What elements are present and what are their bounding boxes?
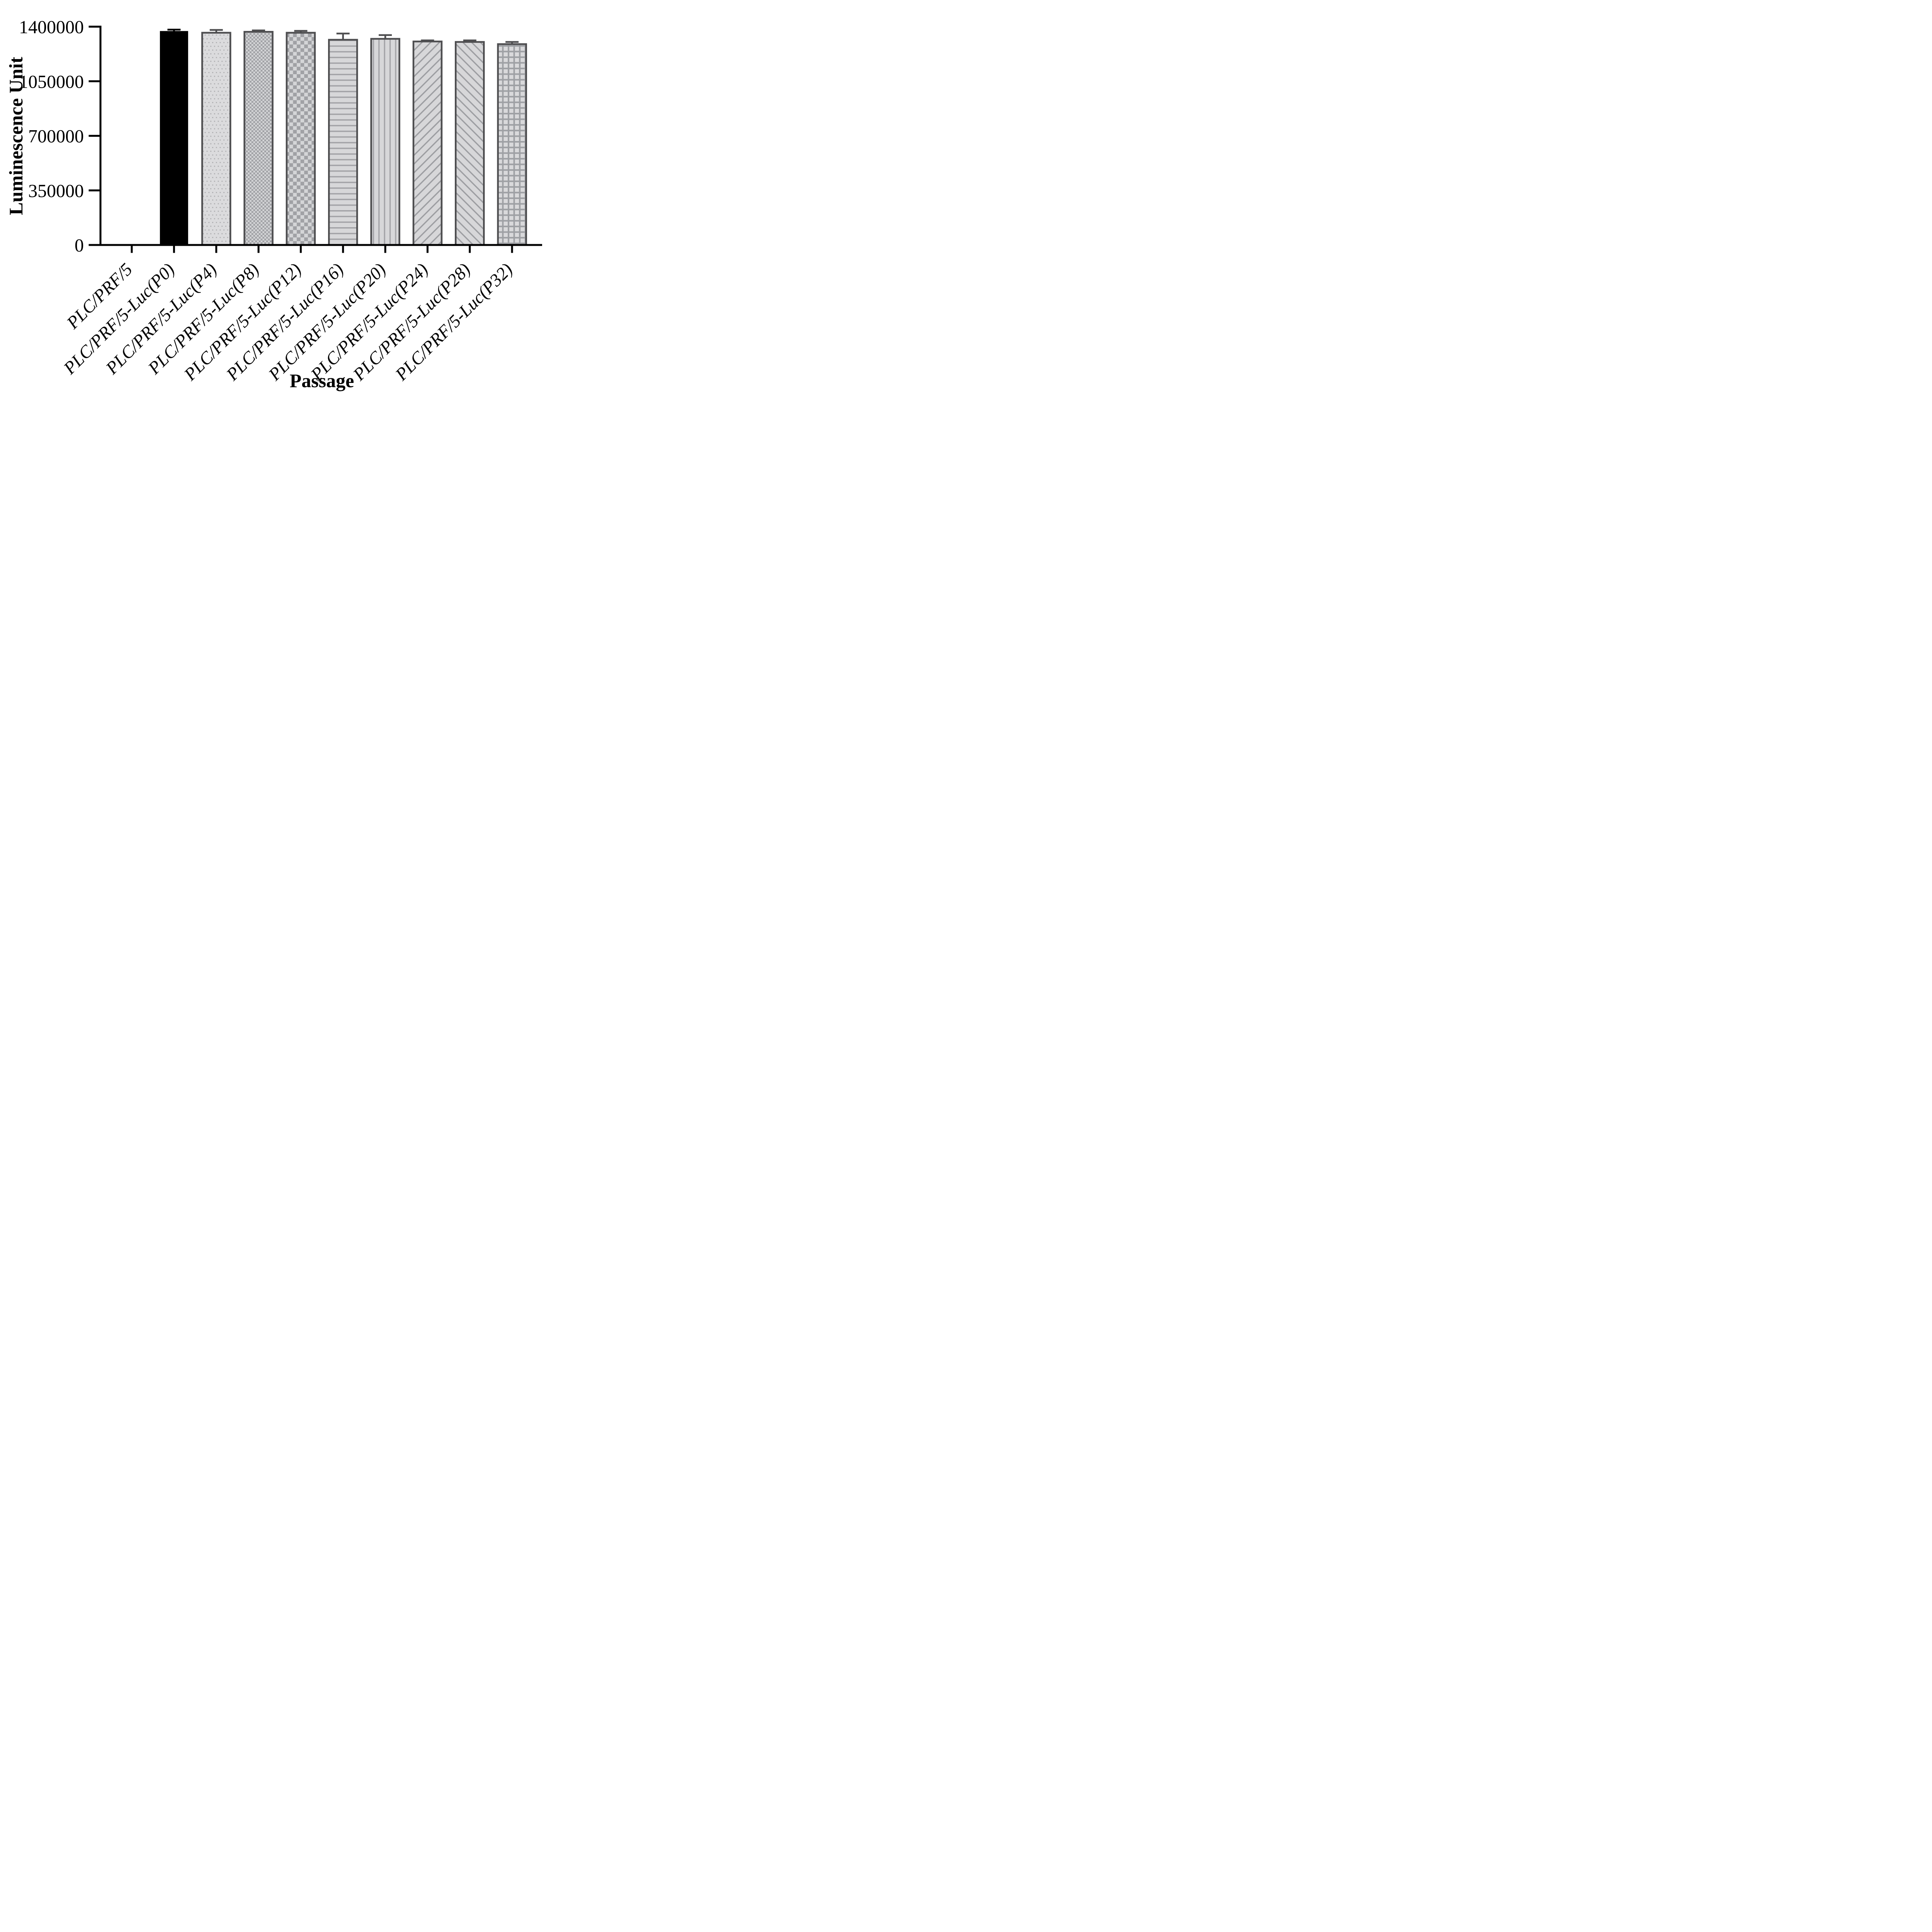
y-axis-line: [99, 26, 102, 246]
x-axis-line: [100, 244, 542, 246]
y-tick: [88, 80, 100, 82]
y-axis-ticks: [88, 26, 100, 246]
bar-PLC/PRF/5-Luc(P8): [243, 31, 274, 246]
x-tick: [131, 246, 133, 253]
bars-group: [160, 31, 527, 246]
x-tick: [173, 246, 175, 253]
bar-PLC/PRF/5-Luc(P0): [160, 31, 188, 245]
x-axis-title: Passage: [290, 370, 354, 391]
error-bar-caps: [167, 29, 519, 43]
x-tick: [257, 246, 260, 253]
y-tick-labels: 0 350000 700000 1050000 1400000: [19, 17, 84, 256]
error-bar-cap: [336, 32, 350, 35]
error-bar-cap: [505, 41, 519, 43]
x-tick: [215, 246, 218, 253]
y-tick: [88, 135, 100, 137]
bar-PLC/PRF/5-Luc(P32): [497, 43, 527, 246]
error-bar-cap: [209, 29, 223, 31]
x-tick: [342, 246, 344, 253]
y-tick: [88, 26, 100, 28]
y-tick-label: 700000: [28, 126, 84, 147]
bar-PLC/PRF/5-Luc(P12): [286, 32, 316, 246]
error-bar-cap: [294, 30, 308, 32]
bar-PLC/PRF/5-Luc(P16): [328, 39, 358, 246]
y-tick-label: 1400000: [19, 17, 84, 37]
x-tick: [299, 246, 302, 253]
x-tick: [426, 246, 429, 253]
y-tick-label: 350000: [28, 181, 84, 201]
bar-PLC/PRF/5-Luc(P20): [370, 38, 400, 246]
y-tick-label: 0: [75, 235, 84, 256]
error-bar-cap: [421, 39, 434, 41]
y-axis-title: Luminescence Unit: [5, 57, 27, 215]
error-bar-cap: [167, 29, 181, 31]
bar-chart: 0 350000 700000 1050000 1400000 PLC/PRF/5PLC…: [5, 17, 542, 391]
error-bar-line: [342, 33, 344, 44]
bar-PLC/PRF/5-Luc(P24): [412, 41, 443, 246]
x-axis-ticks: [131, 246, 513, 253]
x-tick: [511, 246, 513, 253]
figure-canvas: 0 350000 700000 1050000 1400000 PLC/PRF/5 PLC…: [0, 0, 575, 403]
bar-PLC/PRF/5-Luc(P28): [455, 41, 485, 246]
error-bar-cap: [252, 29, 265, 31]
y-tick: [88, 244, 100, 246]
x-category-labels: PLC/PRF/5PLC/PRF/5-Luc(P0)PLC/PRF/5-Luc(…: [60, 259, 517, 384]
y-tick: [88, 189, 100, 192]
x-tick: [384, 246, 386, 253]
error-bar-cap: [463, 39, 476, 41]
error-bar-cap: [379, 34, 392, 36]
x-tick: [469, 246, 471, 253]
y-tick-label: 1050000: [19, 71, 84, 92]
bar-PLC/PRF/5-Luc(P4): [201, 32, 231, 246]
